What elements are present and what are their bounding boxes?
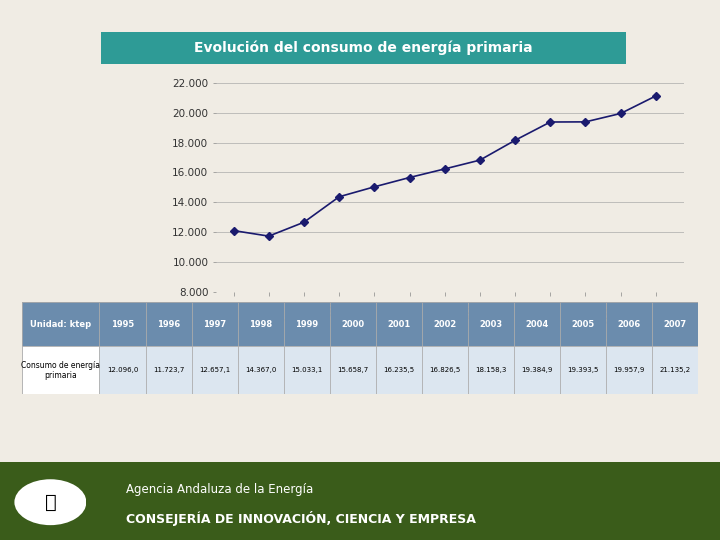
- Bar: [22, 347, 99, 394]
- Text: 1996: 1996: [157, 320, 180, 329]
- Bar: [330, 347, 376, 394]
- Text: 15.033,1: 15.033,1: [291, 367, 323, 373]
- Text: Consumo de energía
primaria: Consumo de energía primaria: [21, 361, 100, 380]
- Text: 1999: 1999: [295, 320, 318, 329]
- Text: 2004: 2004: [526, 320, 549, 329]
- Text: 21.135,2: 21.135,2: [660, 367, 691, 373]
- Text: 12.657,1: 12.657,1: [199, 367, 230, 373]
- Bar: [422, 302, 468, 347]
- Text: 12.096,0: 12.096,0: [107, 367, 138, 373]
- Ellipse shape: [14, 480, 86, 525]
- Bar: [145, 302, 192, 347]
- Text: 2002: 2002: [433, 320, 456, 329]
- Bar: [514, 302, 560, 347]
- Bar: [192, 302, 238, 347]
- Bar: [238, 302, 284, 347]
- Text: 2007: 2007: [664, 320, 687, 329]
- Bar: [606, 302, 652, 347]
- Text: 2006: 2006: [618, 320, 641, 329]
- Bar: [284, 347, 330, 394]
- Bar: [284, 302, 330, 347]
- Bar: [22, 302, 99, 347]
- Text: 16.826,5: 16.826,5: [429, 367, 461, 373]
- Bar: [514, 347, 560, 394]
- Bar: [376, 347, 422, 394]
- Bar: [145, 347, 192, 394]
- Bar: [330, 302, 376, 347]
- Text: 15.658,7: 15.658,7: [337, 367, 369, 373]
- Bar: [652, 302, 698, 347]
- Text: 1998: 1998: [249, 320, 272, 329]
- Text: 2005: 2005: [572, 320, 595, 329]
- Text: 16.235,5: 16.235,5: [383, 367, 415, 373]
- Text: 2001: 2001: [387, 320, 410, 329]
- Text: 19.957,9: 19.957,9: [613, 367, 645, 373]
- Text: Agencia Andaluza de la Energía: Agencia Andaluza de la Energía: [126, 483, 313, 496]
- Bar: [192, 347, 238, 394]
- Text: 2003: 2003: [480, 320, 503, 329]
- Text: 11.723,7: 11.723,7: [153, 367, 184, 373]
- Bar: [422, 347, 468, 394]
- Text: 14.367,0: 14.367,0: [245, 367, 276, 373]
- Bar: [468, 302, 514, 347]
- Text: 18.158,3: 18.158,3: [475, 367, 507, 373]
- Bar: [238, 347, 284, 394]
- Bar: [468, 347, 514, 394]
- Bar: [99, 347, 145, 394]
- Text: Unidad: ktep: Unidad: ktep: [30, 320, 91, 329]
- Text: CONSEJERÍA DE INNOVACIÓN, CIENCIA Y EMPRESA: CONSEJERÍA DE INNOVACIÓN, CIENCIA Y EMPR…: [126, 511, 476, 525]
- Bar: [606, 347, 652, 394]
- Bar: [376, 302, 422, 347]
- Bar: [560, 347, 606, 394]
- Text: 1997: 1997: [203, 320, 226, 329]
- Bar: [652, 347, 698, 394]
- Text: 1995: 1995: [111, 320, 134, 329]
- Text: 🌿: 🌿: [45, 492, 56, 512]
- Text: Evolución del consumo de energía primaria: Evolución del consumo de energía primari…: [194, 41, 533, 55]
- Text: 2000: 2000: [341, 320, 364, 329]
- Text: 19.384,9: 19.384,9: [521, 367, 553, 373]
- Bar: [99, 302, 145, 347]
- Bar: [560, 302, 606, 347]
- Text: 19.393,5: 19.393,5: [567, 367, 599, 373]
